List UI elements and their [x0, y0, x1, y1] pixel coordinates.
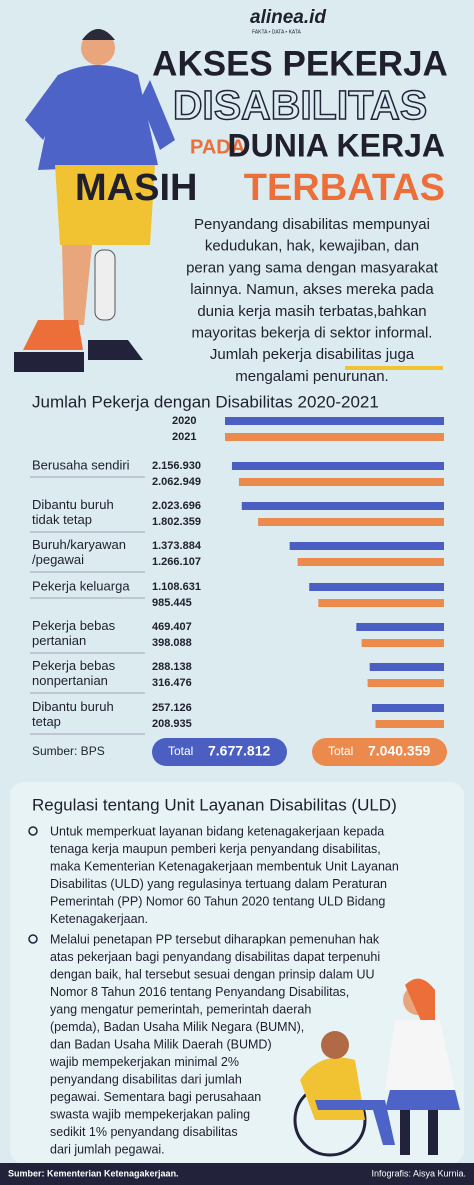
total-value: 7.040.359: [368, 743, 430, 759]
chart-title: Jumlah Pekerja dengan Disabilitas 2020-2…: [32, 392, 379, 411]
value-label: 316.476: [152, 677, 192, 689]
intro-line: mengalami penurunan.: [235, 368, 388, 385]
bullet-line: Disabilitas (ULD) yang regulasinya tertu…: [50, 877, 387, 891]
bar: [356, 623, 444, 631]
intro-line: dunia kerja masih terbatas,bahkan: [197, 303, 426, 320]
legend-swatch: [225, 433, 444, 441]
bar: [361, 639, 444, 647]
intro-line: peran yang sama dengan masyarakat: [186, 259, 439, 276]
bullet-line: Untuk memperkuat layanan bidang ketenaga…: [50, 824, 384, 838]
value-label: 1.266.107: [152, 556, 201, 568]
bullet-line: maka Kementerian Ketenagakerjaan membent…: [50, 859, 399, 873]
bullet-line: yang mengatur pemerintah, pemerintah dae…: [50, 1002, 311, 1016]
value-label: 1.108.631: [152, 581, 201, 593]
category-label: Pekerja keluarga: [32, 578, 130, 593]
category-label: Berusaha sendiri: [32, 457, 130, 472]
total-label: Total: [168, 744, 193, 758]
footer-credit: Infografis: Aisya Kurnia.: [371, 1168, 466, 1178]
title-line: DUNIA KERJA: [228, 127, 446, 163]
bar: [367, 679, 444, 687]
value-label: 2.156.930: [152, 460, 201, 472]
title-line: PADA: [190, 136, 245, 158]
bullet-line: Melalui penetapan PP tersebut diharapkan…: [50, 932, 380, 946]
intro-line: mayoritas bekerja di sektor informal.: [192, 324, 433, 341]
bullet-line: Pemerintah (PP) Nomor 60 Tahun 2020 tent…: [50, 894, 385, 908]
total-pill: [312, 738, 447, 766]
total-label: Total: [328, 744, 353, 758]
illustration-person: [14, 29, 175, 372]
intro-line: Jumlah pekerja disabilitas juga: [210, 346, 415, 363]
bar: [238, 478, 444, 486]
bar: [371, 704, 444, 712]
value-label: 257.126: [152, 702, 192, 714]
title-line: MASIH: [75, 167, 197, 209]
category-label: Pekerja bebas pertanian: [32, 618, 116, 648]
value-label: 469.407: [152, 621, 192, 633]
bar: [241, 502, 444, 510]
tagline: FAKTA • DATA • KATA: [252, 29, 302, 35]
title-line: TERBATAS: [244, 167, 445, 209]
value-label: 2.023.696: [152, 500, 201, 512]
illustration-wheelchair: [293, 978, 460, 1157]
total-value: 7.677.812: [208, 743, 270, 759]
bullet-line: pegawai. Sementara bagi perusahaan: [50, 1090, 261, 1104]
bullet-line: dari jumlah pegawai.: [50, 1142, 165, 1156]
total-pill: [152, 738, 287, 766]
bullet-line: dan Badan Usaha Milik Daerah (BUMD): [50, 1037, 272, 1051]
bullet-line: Nomor 8 Tahun 2016 tentang Penyandang Di…: [50, 985, 349, 999]
bar: [297, 558, 444, 566]
bullet-line: tenaga kerja maupun pemberi kerja penyan…: [50, 842, 381, 856]
intro-line: kedudukan, hak, kewajiban, dan: [205, 238, 419, 255]
intro-line: lainnya. Namun, akses mereka pada: [190, 281, 434, 298]
value-label: 288.138: [152, 661, 192, 673]
title-line: AKSES PEKERJA: [152, 44, 448, 83]
bullet-line: (pemda), Badan Usaha Milik Negara (BUMN)…: [50, 1020, 304, 1034]
bullet: [28, 934, 38, 944]
category-label: Dibantu buruh tetap: [32, 699, 114, 729]
category-label: Buruh/karyawan/pegawai: [32, 537, 126, 567]
bar: [289, 542, 444, 550]
legend-swatch: [225, 417, 444, 425]
bar: [309, 583, 444, 591]
bullet-line: sedikit 1% penyandang disabilitas: [50, 1125, 238, 1139]
bullet: [28, 826, 38, 836]
bullet-line: atas pekerjaan bagi penyandang disabilit…: [50, 950, 380, 964]
footer-source: Sumber: Kementerian Ketenagakerjaan.: [8, 1168, 179, 1178]
intro-line: Penyandang disabilitas mempunyai: [194, 216, 430, 233]
value-label: 2.062.949: [152, 476, 201, 488]
value-label: 208.935: [152, 718, 192, 730]
bar: [375, 720, 444, 728]
value-label: 1.373.884: [152, 540, 202, 552]
section-title: Regulasi tentang Unit Layanan Disabilita…: [32, 795, 397, 814]
source: Sumber: BPS: [32, 744, 105, 758]
category-label: Dibantu buruh tidak tetap: [32, 497, 114, 527]
bar: [258, 518, 444, 526]
value-label: 985.445: [152, 597, 192, 609]
bar: [369, 663, 444, 671]
bullet-line: Ketenagakerjaan.: [50, 912, 148, 926]
bar: [231, 462, 444, 470]
bullet-line: wajib mempekerjakan minimal 2%: [49, 1055, 239, 1069]
bar: [318, 599, 444, 607]
bullet-line: dengan baik, hal tersebut sesuai dengan …: [50, 967, 375, 981]
footer-bar: [0, 1163, 474, 1185]
title-line: DISABILITAS: [173, 82, 427, 128]
legend-label: 2020: [172, 415, 196, 427]
logo: alinea.id: [250, 7, 326, 28]
bullet-line: swasta wajib mempekerjakan paling: [50, 1107, 250, 1121]
value-label: 1.802.359: [152, 516, 201, 528]
category-label: Pekerja bebas nonpertanian: [32, 658, 116, 688]
bullet-line: penyandang disabilitas dari jumlah: [50, 1072, 242, 1086]
highlight: [345, 366, 443, 370]
value-label: 398.088: [152, 637, 192, 649]
legend-label: 2021: [172, 431, 196, 443]
